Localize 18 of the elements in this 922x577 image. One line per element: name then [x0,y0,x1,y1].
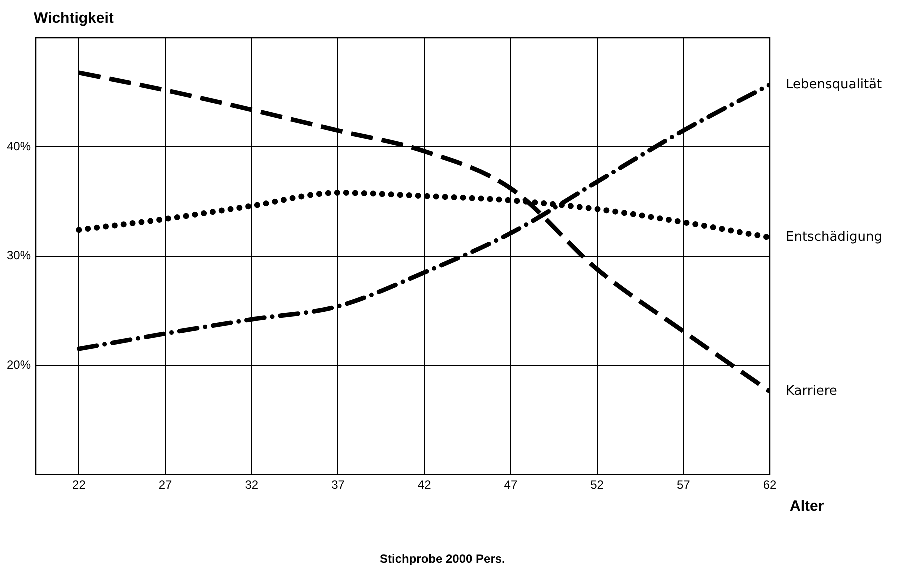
y-axis-title: Wichtigkeit [34,10,114,27]
x-tick-label: 32 [245,478,259,492]
x-tick-label: 57 [676,478,691,492]
x-tick-label: 52 [590,478,604,492]
y-tick-label: 20% [6,358,32,372]
series-label: Entschädigung [786,230,883,246]
y-tick-label: 40% [6,139,32,154]
x-tick-label: 22 [72,478,86,492]
x-tick-label: 37 [332,478,346,492]
x-tick-label: 62 [763,478,777,492]
text: Stichprobe 2000 Pers. [380,552,506,566]
series-label: Lebensqualität [786,77,882,92]
series-label: Karriere [786,384,838,400]
y-tick-label: 30% [6,248,32,263]
x-axis-title: Alter [790,498,824,515]
x-tick-label: 27 [158,478,173,492]
x-tick-label: 42 [418,478,432,492]
x-tick-label: 47 [504,478,518,492]
